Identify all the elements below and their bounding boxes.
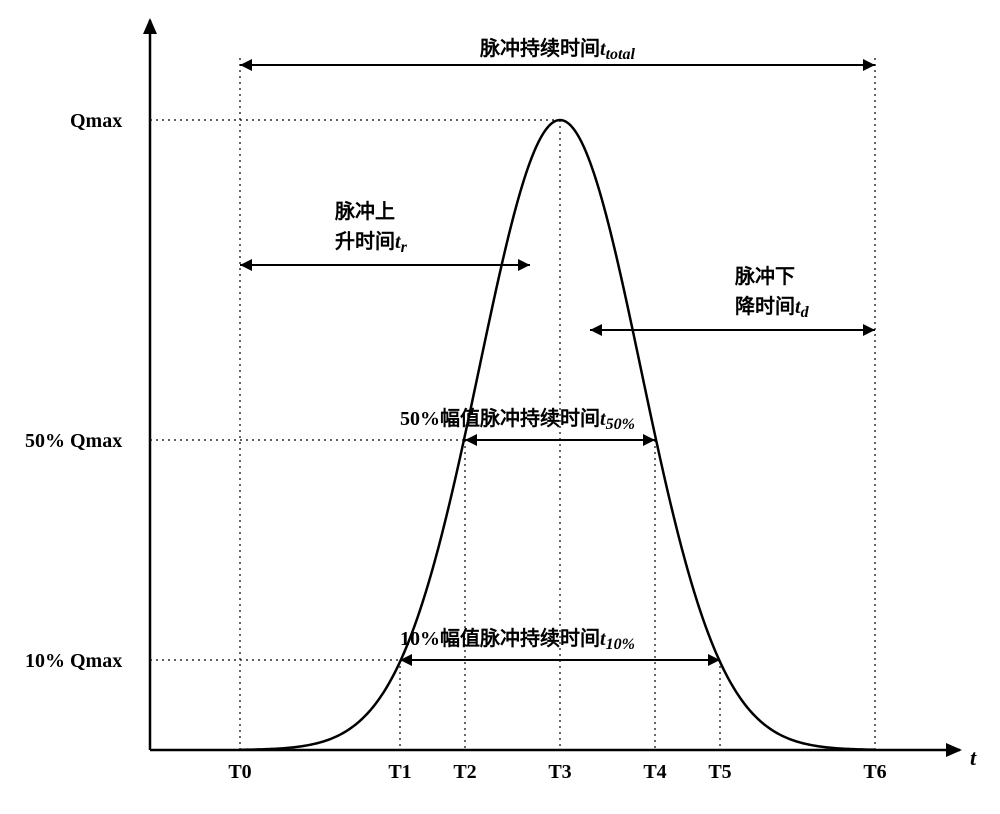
svg-text:10%幅值脉冲持续时间t10%: 10%幅值脉冲持续时间t10% [400,626,635,653]
svg-text:t: t [970,745,977,770]
svg-text:T0: T0 [228,761,251,783]
svg-text:T2: T2 [453,761,476,783]
svg-text:T3: T3 [548,761,571,783]
svg-text:脉冲下: 脉冲下 [734,264,795,288]
svg-text:Qmax: Qmax [70,110,122,132]
svg-text:T4: T4 [643,761,666,783]
svg-text:升时间tr: 升时间tr [335,230,408,256]
diagram-container: tQmax50% Qmax10% QmaxT0T1T2T3T4T5T6脉冲持续时… [0,0,1000,814]
svg-text:脉冲上: 脉冲上 [334,199,395,223]
svg-text:50% Qmax: 50% Qmax [25,430,122,452]
pulse-diagram: tQmax50% Qmax10% QmaxT0T1T2T3T4T5T6脉冲持续时… [0,0,1000,814]
svg-text:50%幅值脉冲持续时间t50%: 50%幅值脉冲持续时间t50% [400,406,635,433]
svg-text:T6: T6 [863,761,886,783]
svg-text:T5: T5 [708,761,731,783]
svg-text:T1: T1 [388,761,411,783]
svg-text:10% Qmax: 10% Qmax [25,650,122,672]
svg-text:降时间td: 降时间td [735,294,810,321]
